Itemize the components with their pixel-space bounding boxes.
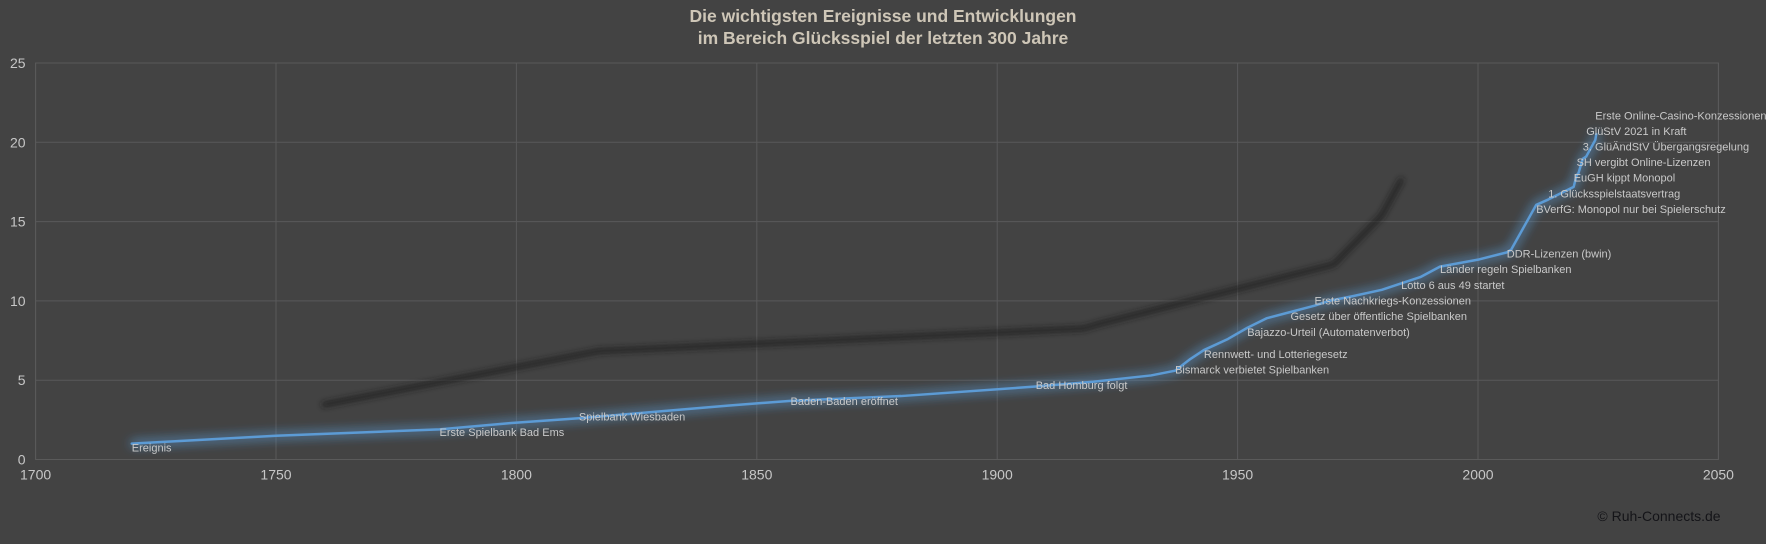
svg-text:Ereignis: Ereignis [132, 443, 172, 455]
svg-text:0: 0 [18, 452, 26, 468]
svg-text:1750: 1750 [260, 467, 291, 483]
svg-text:Erste Online-Casino-Konzession: Erste Online-Casino-Konzessionen [1595, 110, 1766, 122]
svg-text:Rennwett- und Lotteriegesetz: Rennwett- und Lotteriegesetz [1204, 349, 1348, 361]
svg-text:EuGH kippt Monopol: EuGH kippt Monopol [1574, 173, 1676, 185]
svg-text:Erste Spielbank Bad Ems: Erste Spielbank Bad Ems [440, 427, 565, 439]
svg-text:20: 20 [10, 134, 26, 150]
svg-text:1. Glücksspielstaatsvertrag: 1. Glücksspielstaatsvertrag [1548, 188, 1680, 200]
svg-text:2050: 2050 [1703, 467, 1734, 483]
svg-text:1900: 1900 [982, 467, 1013, 483]
svg-text:© Ruh-Connects.de: © Ruh-Connects.de [1597, 508, 1720, 524]
svg-text:15: 15 [10, 214, 26, 230]
svg-text:SH vergibt Online-Lizenzen: SH vergibt Online-Lizenzen [1577, 157, 1711, 169]
svg-text:3. GlüÄndStV Übergangsregelung: 3. GlüÄndStV Übergangsregelung [1583, 142, 1749, 154]
svg-text:BVerfG: Monopol nur bei Spiele: BVerfG: Monopol nur bei Spielerschutz [1536, 204, 1726, 216]
svg-text:1850: 1850 [741, 467, 772, 483]
svg-text:GlüStV 2021 in Kraft: GlüStV 2021 in Kraft [1586, 126, 1686, 138]
svg-text:Baden-Baden eröffnet: Baden-Baden eröffnet [791, 396, 898, 408]
svg-text:Lotto 6 aus 49 startet: Lotto 6 aus 49 startet [1401, 280, 1504, 292]
svg-text:5: 5 [18, 372, 26, 388]
svg-text:DDR-Lizenzen (bwin): DDR-Lizenzen (bwin) [1507, 249, 1612, 261]
svg-text:Erste Nachkriegs-Konzessionen: Erste Nachkriegs-Konzessionen [1315, 295, 1472, 307]
svg-text:Bismarck verbietet Spielbanken: Bismarck verbietet Spielbanken [1175, 365, 1329, 377]
svg-text:10: 10 [10, 293, 26, 309]
svg-text:1700: 1700 [20, 467, 51, 483]
svg-text:1800: 1800 [501, 467, 532, 483]
svg-text:Gesetz über öffentliche Spielb: Gesetz über öffentliche Spielbanken [1291, 311, 1468, 323]
svg-text:2000: 2000 [1462, 467, 1493, 483]
svg-text:Länder regeln Spielbanken: Länder regeln Spielbanken [1440, 264, 1572, 276]
svg-text:25: 25 [10, 55, 26, 71]
svg-text:Bad Homburg folgt: Bad Homburg folgt [1036, 380, 1128, 392]
svg-text:Bajazzo-Urteil (Automatenverbo: Bajazzo-Urteil (Automatenverbot) [1247, 327, 1410, 339]
svg-text:1950: 1950 [1222, 467, 1253, 483]
svg-text:Spielbank Wiesbaden: Spielbank Wiesbaden [579, 411, 685, 423]
